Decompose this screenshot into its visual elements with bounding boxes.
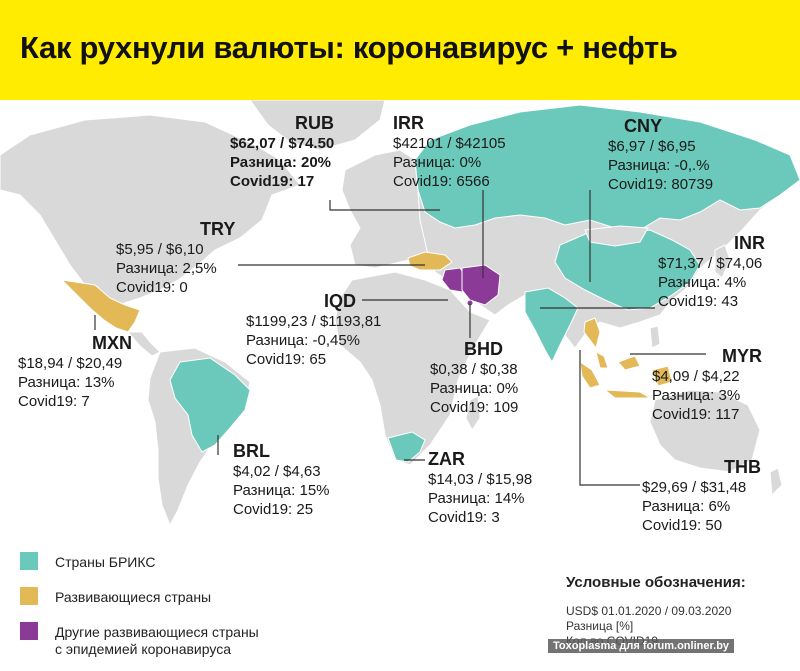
currency-diff: Разница: -0,.% [608,157,710,174]
legend-epidemic-line1: Другие развивающиеся страны [55,624,259,640]
currency-covid: Covid19: 25 [233,501,314,518]
japan [714,244,731,279]
bahrain [467,300,473,306]
currency-rate: $6,97 / $6,95 [608,138,696,155]
currency-diff: Разница: 14% [428,490,525,507]
currency-bhd: BHD $0,38 / $0,38 Разница: 0% Covid19: 1… [430,338,518,417]
currency-code: THB [724,457,761,477]
currency-rate: $71,37 / $74,06 [658,255,763,272]
leader-thb [579,350,640,486]
currency-code: CNY [624,116,663,136]
currency-diff: Разница: 0% [430,380,519,397]
currency-covid: Covid19: 17 [230,173,315,190]
currency-mxn: MXN $18,94 / $20,49 Разница: 13% Covid19… [18,332,132,411]
india [524,287,579,364]
currency-covid: Covid19: 50 [642,517,723,534]
currency-try: TRY $5,95 / $6,10 Разница: 2,5% Covid19:… [116,218,235,297]
currency-covid: Covid19: 80739 [608,176,714,193]
malaysia [595,351,641,371]
currency-rate: $1199,23 / $1193,81 [246,313,382,330]
greenland [249,100,386,151]
indonesia [579,360,673,399]
currency-diff: Разница: 20% [230,154,332,171]
australia [649,389,761,473]
currency-covid: Covid19: 109 [430,399,519,416]
currency-diff: Разница: 0% [393,154,482,171]
currency-diff: Разница: 3% [652,387,741,404]
currency-diff: Разница: -0,45% [246,332,361,349]
europe [341,149,431,269]
currency-rate: $4,02 / $4,63 [233,463,321,480]
currency-myr: MYR $4,09 / $4,22 Разница: 3% Covid19: 1… [652,345,762,424]
iran [461,264,501,306]
currency-rate: $4,09 / $4,22 [652,368,740,385]
madagascar [465,395,481,431]
legend-epidemic-line2: с эпидемией коронавируса [55,641,232,657]
currency-code: MXN [92,333,132,353]
legend-swatch-brics [20,552,38,570]
currency-diff: Разница: 6% [642,498,731,515]
currency-thb: THB $29,69 / $31,48 Разница: 6% Covid19:… [642,456,761,535]
watermark: Toxoplasma для forum.onliner.by [548,639,735,653]
currency-code: RUB [295,113,334,133]
currency-code: TRY [200,219,236,239]
mexico [60,279,141,333]
currency-covid: Covid19: 43 [658,293,739,310]
thailand [583,317,601,350]
currency-covid: Covid19: 3 [428,509,500,526]
currency-irr: IRR $42101 / $42105 Разница: 0% Covid19:… [393,112,506,191]
notation-line1: USD$ 01.01.2020 / 09.03.2020 [566,604,732,618]
legend-swatch-developing [20,587,38,605]
central-america [126,331,161,357]
currency-diff: Разница: 4% [658,274,747,291]
currency-inr: INR $71,37 / $74,06 Разница: 4% Covid19:… [658,232,765,311]
legend-swatch-epidemic [20,622,38,640]
philippines [649,325,661,349]
currency-code: BHD [464,339,503,359]
leader-lines [94,190,706,486]
leader-rub [329,200,440,211]
currency-covid: Covid19: 6566 [393,173,490,190]
currency-diff: Разница: 13% [18,374,115,391]
currency-iqd: IQD $1199,23 / $1193,81 Разница: -0,45% … [246,290,381,369]
notation-line2: Разница [%] [566,619,634,633]
title-bar [0,0,800,100]
legend-brics: Страны БРИКС [55,554,156,570]
currency-rate: $42101 / $42105 [393,135,506,152]
currency-rate: $18,94 / $20,49 [18,355,123,372]
currency-rate: $62,07 / $74.50 [230,135,335,152]
africa [334,271,491,466]
currency-covid: Covid19: 65 [246,351,327,368]
currency-diff: Разница: 15% [233,482,330,499]
currency-code: MYR [722,346,762,366]
brazil [169,357,251,453]
north-america [0,114,301,306]
russia [414,104,800,231]
currency-code: IQD [324,291,357,311]
currency-covid: Covid19: 117 [652,406,740,423]
currency-code: IRR [393,113,424,133]
currency-zar: ZAR $14,03 / $15,98 Разница: 14% Covid19… [428,448,532,527]
currency-rate: $5,95 / $6,10 [116,241,204,258]
currency-diff: Разница: 2,5% [116,260,217,277]
south-africa [387,431,426,463]
currency-rub: RUB $62,07 / $74.50 Разница: 20% Covid19… [230,112,334,191]
currency-cny: CNY $6,97 / $6,95 Разница: -0,.% Covid19… [608,115,713,194]
new-zealand [769,467,783,497]
currency-code: INR [734,233,765,253]
currency-covid: Covid19: 7 [18,393,90,410]
currency-rate: $29,69 / $31,48 [642,479,747,496]
currency-rate: $0,38 / $0,38 [430,361,518,378]
currency-rate: $14,03 / $15,98 [428,471,533,488]
currency-code: BRL [233,441,270,461]
notation-title: Условные обозначения: [566,574,746,591]
page-title: Как рухнули валюты: коронавирус + нефть [20,30,678,65]
legend-developing: Развивающиеся страны [55,589,212,605]
currency-code: ZAR [428,449,465,469]
currency-covid: Covid19: 0 [116,279,188,296]
currency-brl: BRL $4,02 / $4,63 Разница: 15% Covid19: … [233,440,330,519]
world-map [0,100,800,527]
